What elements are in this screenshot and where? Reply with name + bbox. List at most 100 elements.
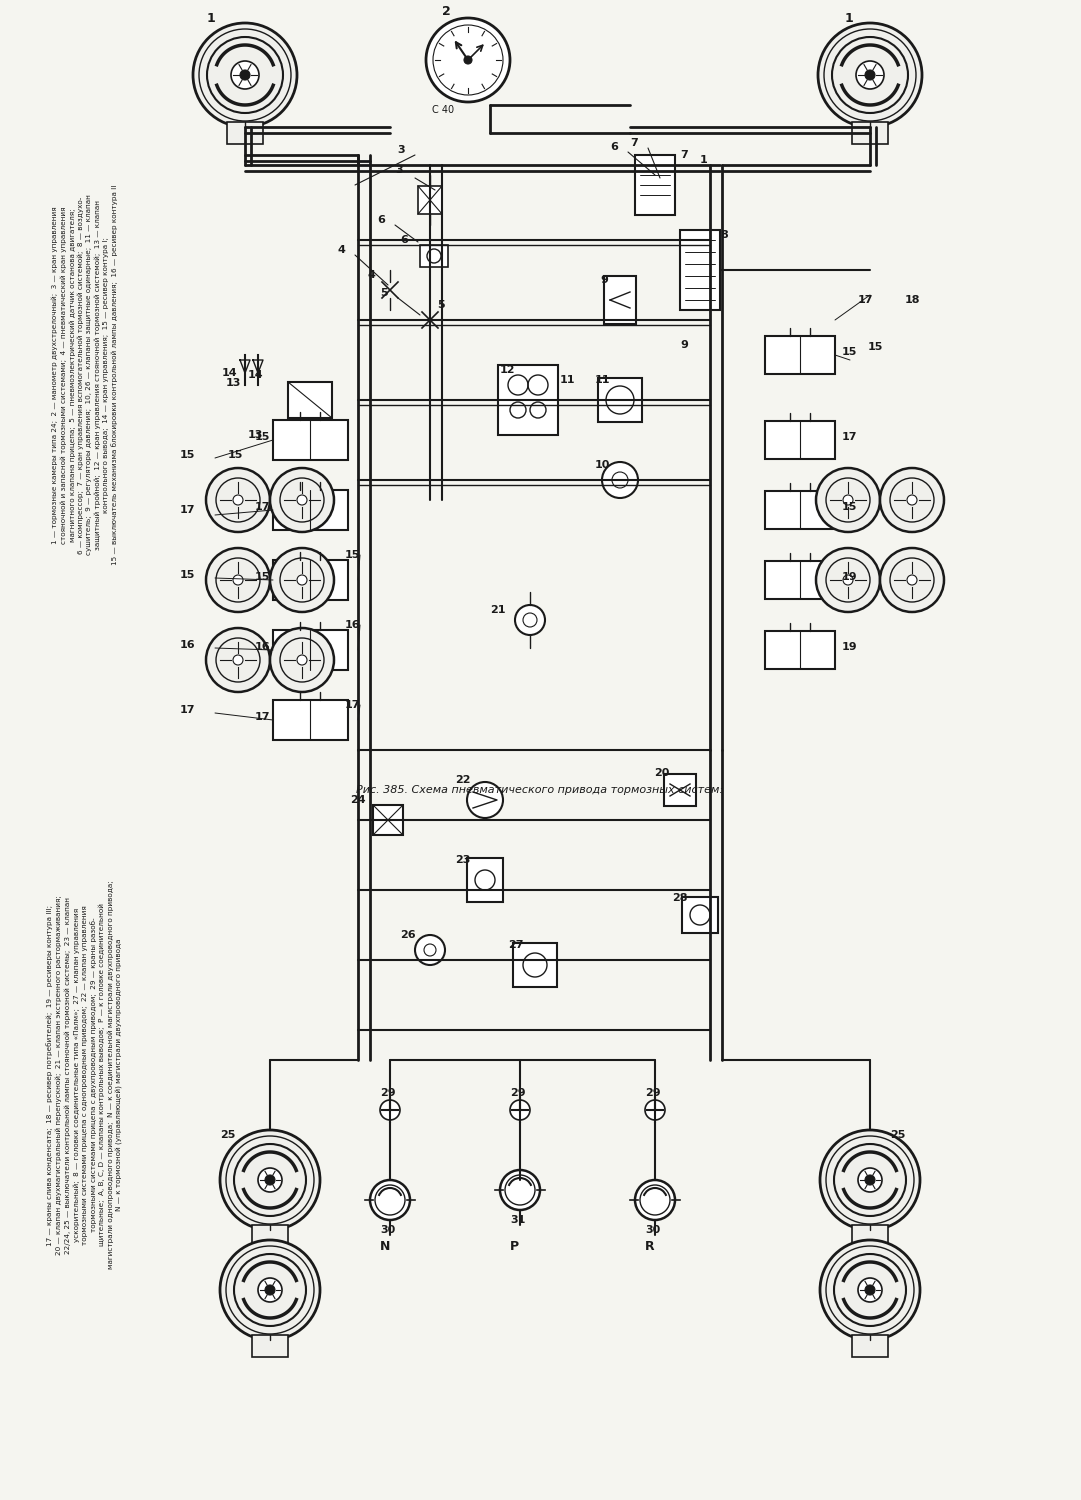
Text: 15: 15 (228, 450, 243, 460)
Text: 5: 5 (437, 300, 444, 310)
Bar (765, 561, 835, 598)
Bar (598, 378, 642, 422)
Text: 4: 4 (337, 244, 345, 255)
Bar (273, 490, 348, 530)
Text: 13: 13 (248, 430, 264, 439)
Text: 15: 15 (868, 342, 883, 352)
Text: 15: 15 (842, 503, 857, 512)
Text: 7: 7 (630, 138, 638, 148)
Text: P: P (510, 1240, 519, 1252)
Text: 9: 9 (680, 340, 688, 350)
Text: 30: 30 (645, 1226, 660, 1234)
Text: 25: 25 (890, 1130, 906, 1140)
Text: 8: 8 (720, 230, 728, 240)
Text: 17: 17 (255, 503, 270, 512)
Circle shape (231, 62, 259, 88)
Circle shape (258, 1278, 282, 1302)
Text: 13: 13 (226, 378, 241, 388)
Bar (288, 382, 332, 418)
Text: 14: 14 (248, 370, 264, 380)
Circle shape (820, 1130, 920, 1230)
Text: 11: 11 (560, 375, 575, 386)
Bar (227, 122, 263, 144)
Text: 16: 16 (255, 642, 270, 652)
Circle shape (816, 548, 880, 612)
Text: 1 — тормозные камеры типа 24;  2 — манометр двухстрелочный;  3 — кран управления: 1 — тормозные камеры типа 24; 2 — маноме… (52, 184, 118, 566)
Text: 17: 17 (345, 700, 360, 709)
Circle shape (297, 574, 307, 585)
Text: 9: 9 (600, 274, 608, 285)
Circle shape (880, 468, 944, 532)
Text: 7: 7 (680, 150, 688, 160)
Text: 6: 6 (377, 214, 385, 225)
Circle shape (270, 548, 334, 612)
Bar (498, 364, 558, 435)
Text: N: N (381, 1240, 390, 1252)
Circle shape (880, 548, 944, 612)
Text: С 40: С 40 (432, 105, 454, 116)
Text: 21: 21 (490, 604, 506, 615)
Text: 1: 1 (206, 12, 216, 26)
Circle shape (843, 574, 853, 585)
Text: 1: 1 (845, 12, 854, 26)
Bar (664, 774, 696, 806)
Circle shape (270, 468, 334, 532)
Bar (852, 1335, 888, 1358)
Circle shape (193, 22, 297, 128)
Circle shape (818, 22, 922, 128)
Circle shape (858, 1168, 882, 1192)
Bar (418, 186, 442, 214)
Bar (273, 700, 348, 740)
Text: 2: 2 (442, 4, 451, 18)
Circle shape (501, 1170, 540, 1210)
Bar (682, 897, 718, 933)
Text: 26: 26 (400, 930, 415, 940)
Text: 16: 16 (181, 640, 196, 650)
Text: 30: 30 (381, 1226, 396, 1234)
Bar (765, 490, 835, 530)
Bar (273, 420, 348, 460)
Text: 3: 3 (397, 146, 404, 154)
Text: 10: 10 (595, 460, 611, 470)
Text: 1: 1 (700, 154, 708, 165)
Circle shape (233, 656, 243, 664)
Circle shape (426, 18, 510, 102)
Circle shape (515, 604, 545, 634)
Circle shape (265, 1174, 275, 1185)
Bar (273, 560, 348, 600)
Circle shape (233, 574, 243, 585)
Text: 29: 29 (381, 1088, 396, 1098)
Text: 17: 17 (858, 296, 873, 304)
Bar (604, 276, 636, 324)
Circle shape (820, 1240, 920, 1340)
Bar (421, 244, 448, 267)
Bar (273, 630, 348, 670)
Circle shape (233, 495, 243, 506)
Circle shape (370, 1180, 410, 1219)
Text: 16: 16 (345, 620, 361, 630)
Circle shape (865, 70, 875, 80)
Text: 17: 17 (842, 432, 857, 442)
Text: 20: 20 (654, 768, 669, 778)
Circle shape (415, 934, 445, 964)
Circle shape (510, 1100, 530, 1120)
Circle shape (258, 1168, 282, 1192)
Text: 15: 15 (255, 432, 270, 442)
Text: 17: 17 (255, 712, 270, 722)
Circle shape (843, 495, 853, 506)
Text: 6: 6 (400, 236, 408, 244)
Circle shape (265, 1286, 275, 1294)
Bar (252, 1226, 288, 1246)
Text: 23: 23 (455, 855, 470, 865)
Text: 19: 19 (842, 572, 857, 582)
Text: 24: 24 (350, 795, 365, 806)
Text: 15: 15 (181, 450, 196, 460)
Text: Рис. 385. Схема пневматического привода тормозных систем:: Рис. 385. Схема пневматического привода … (357, 784, 723, 795)
Text: 17: 17 (181, 506, 196, 515)
Bar (852, 1226, 888, 1246)
Circle shape (221, 1130, 320, 1230)
Text: 27: 27 (508, 940, 523, 950)
Text: 12: 12 (501, 364, 516, 375)
Circle shape (206, 548, 270, 612)
Text: 25: 25 (221, 1130, 236, 1140)
